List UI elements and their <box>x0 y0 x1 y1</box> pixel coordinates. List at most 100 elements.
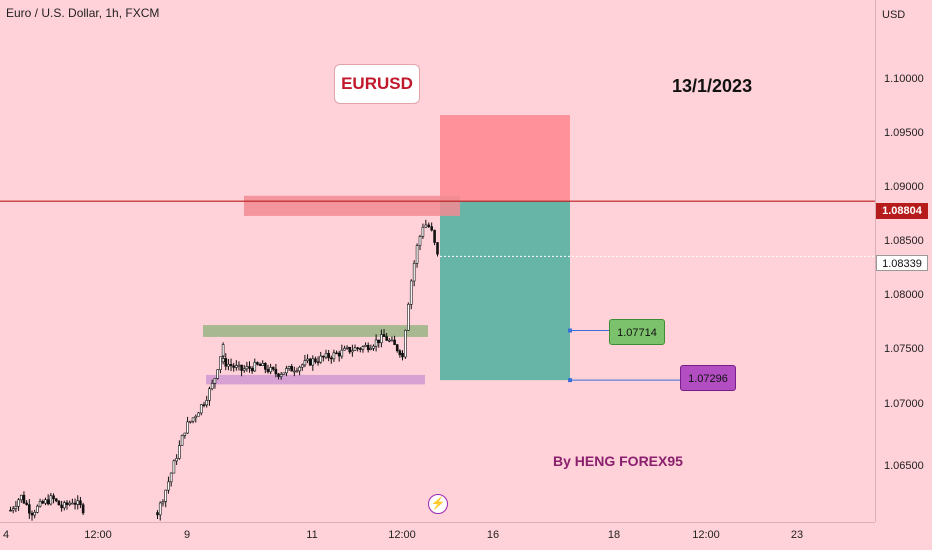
candle-body <box>213 378 217 384</box>
candle-body <box>287 366 291 369</box>
candle-body <box>227 363 230 367</box>
candle-body <box>44 499 47 504</box>
candle-body <box>290 366 294 372</box>
candle-body <box>421 226 425 237</box>
candle-body <box>62 502 66 509</box>
candle-body <box>169 472 173 483</box>
time-tick: 12:00 <box>692 529 720 541</box>
price-tick: 1.08500 <box>884 235 924 247</box>
candle-body <box>36 505 39 513</box>
candle-body <box>303 360 307 366</box>
candle-body <box>398 350 402 356</box>
chart-canvas <box>0 115 875 521</box>
candle-body <box>224 358 228 367</box>
candle-body <box>364 344 367 347</box>
candle-body <box>295 370 299 373</box>
candle-body <box>14 505 18 509</box>
candle-body <box>17 499 20 507</box>
candle-body <box>79 500 82 506</box>
price-tick: 1.07500 <box>884 343 924 355</box>
candle-body <box>205 400 209 406</box>
author-label: By HENG FOREX95 <box>553 453 683 469</box>
candle-body <box>229 363 233 367</box>
candle-body <box>327 353 330 359</box>
lightning-icon[interactable]: ⚡ <box>428 494 448 514</box>
candle-body <box>22 494 26 504</box>
candle-body <box>41 501 45 504</box>
resistance-price-tag: 1.08804 <box>876 203 928 219</box>
candle-body <box>335 352 338 355</box>
candle-body <box>324 353 328 358</box>
candle-body <box>415 245 419 264</box>
candle-body <box>68 502 71 505</box>
time-tick: 23 <box>790 529 804 541</box>
candle-body <box>242 368 246 371</box>
plot-area[interactable] <box>0 0 875 522</box>
candle-body <box>248 366 251 369</box>
candle-body <box>393 339 396 346</box>
candle-body <box>401 353 404 358</box>
candle-body <box>348 346 352 353</box>
time-axis[interactable]: 4 12:00 9 11 12:00 16 18 12:00 23 <box>0 522 875 551</box>
candle-body <box>46 499 50 505</box>
candle-body <box>433 229 436 243</box>
price-tick: 1.09500 <box>884 127 924 139</box>
tp2-label[interactable]: 1.07296 <box>680 365 736 391</box>
candle-body <box>202 404 206 407</box>
candle-body <box>418 236 422 246</box>
candle-body <box>277 373 280 377</box>
candle-body <box>156 512 159 516</box>
candle-body <box>332 352 336 360</box>
candle-body <box>395 344 399 352</box>
date-label: 13/1/2023 <box>672 76 753 96</box>
candle-body <box>430 226 433 231</box>
candle-body <box>172 460 176 474</box>
candle-body <box>366 344 370 351</box>
candle-body <box>258 364 262 366</box>
candle-body <box>183 432 187 436</box>
candle-body <box>161 501 165 504</box>
candle-body <box>322 355 325 358</box>
candle-body <box>28 504 31 514</box>
candle-body <box>412 263 416 282</box>
candle-body <box>369 348 373 351</box>
candle-body <box>353 347 357 351</box>
candle-body <box>311 358 315 366</box>
candle-body <box>300 364 304 368</box>
candle-body <box>52 495 55 500</box>
candle-body <box>314 358 317 363</box>
price-tick: 1.09000 <box>884 181 924 193</box>
candle-body <box>235 365 238 368</box>
stop-loss-zone <box>440 115 570 202</box>
candle-body <box>372 345 375 349</box>
candle-body <box>175 458 178 462</box>
price-tick: 1.07000 <box>884 398 924 410</box>
candle-body <box>57 500 61 506</box>
time-tick: 11 <box>306 529 318 541</box>
candle-body <box>71 502 74 505</box>
candle-body <box>404 329 407 358</box>
time-tick: 12:00 <box>388 529 416 541</box>
candle-body <box>191 417 195 422</box>
candle-body <box>76 500 80 505</box>
candle-body <box>30 512 34 516</box>
candle-body <box>9 509 12 512</box>
currency-label: USD <box>882 9 906 21</box>
candle-body <box>343 348 346 351</box>
tp1-label[interactable]: 1.07714 <box>609 319 665 345</box>
candle-body <box>380 334 383 344</box>
candle-body <box>351 350 354 353</box>
candle-body <box>264 362 267 370</box>
supply-zone <box>244 195 460 216</box>
time-tick: 9 <box>183 529 191 541</box>
candle-body <box>232 365 235 368</box>
tp2-handle <box>568 378 572 383</box>
candle-body <box>158 502 162 516</box>
candle-body <box>279 374 283 377</box>
candle-body <box>199 404 203 414</box>
candle-body <box>11 508 15 511</box>
tp1-handle <box>568 328 572 333</box>
green-support-zone <box>203 325 428 337</box>
candle-body <box>38 501 42 507</box>
